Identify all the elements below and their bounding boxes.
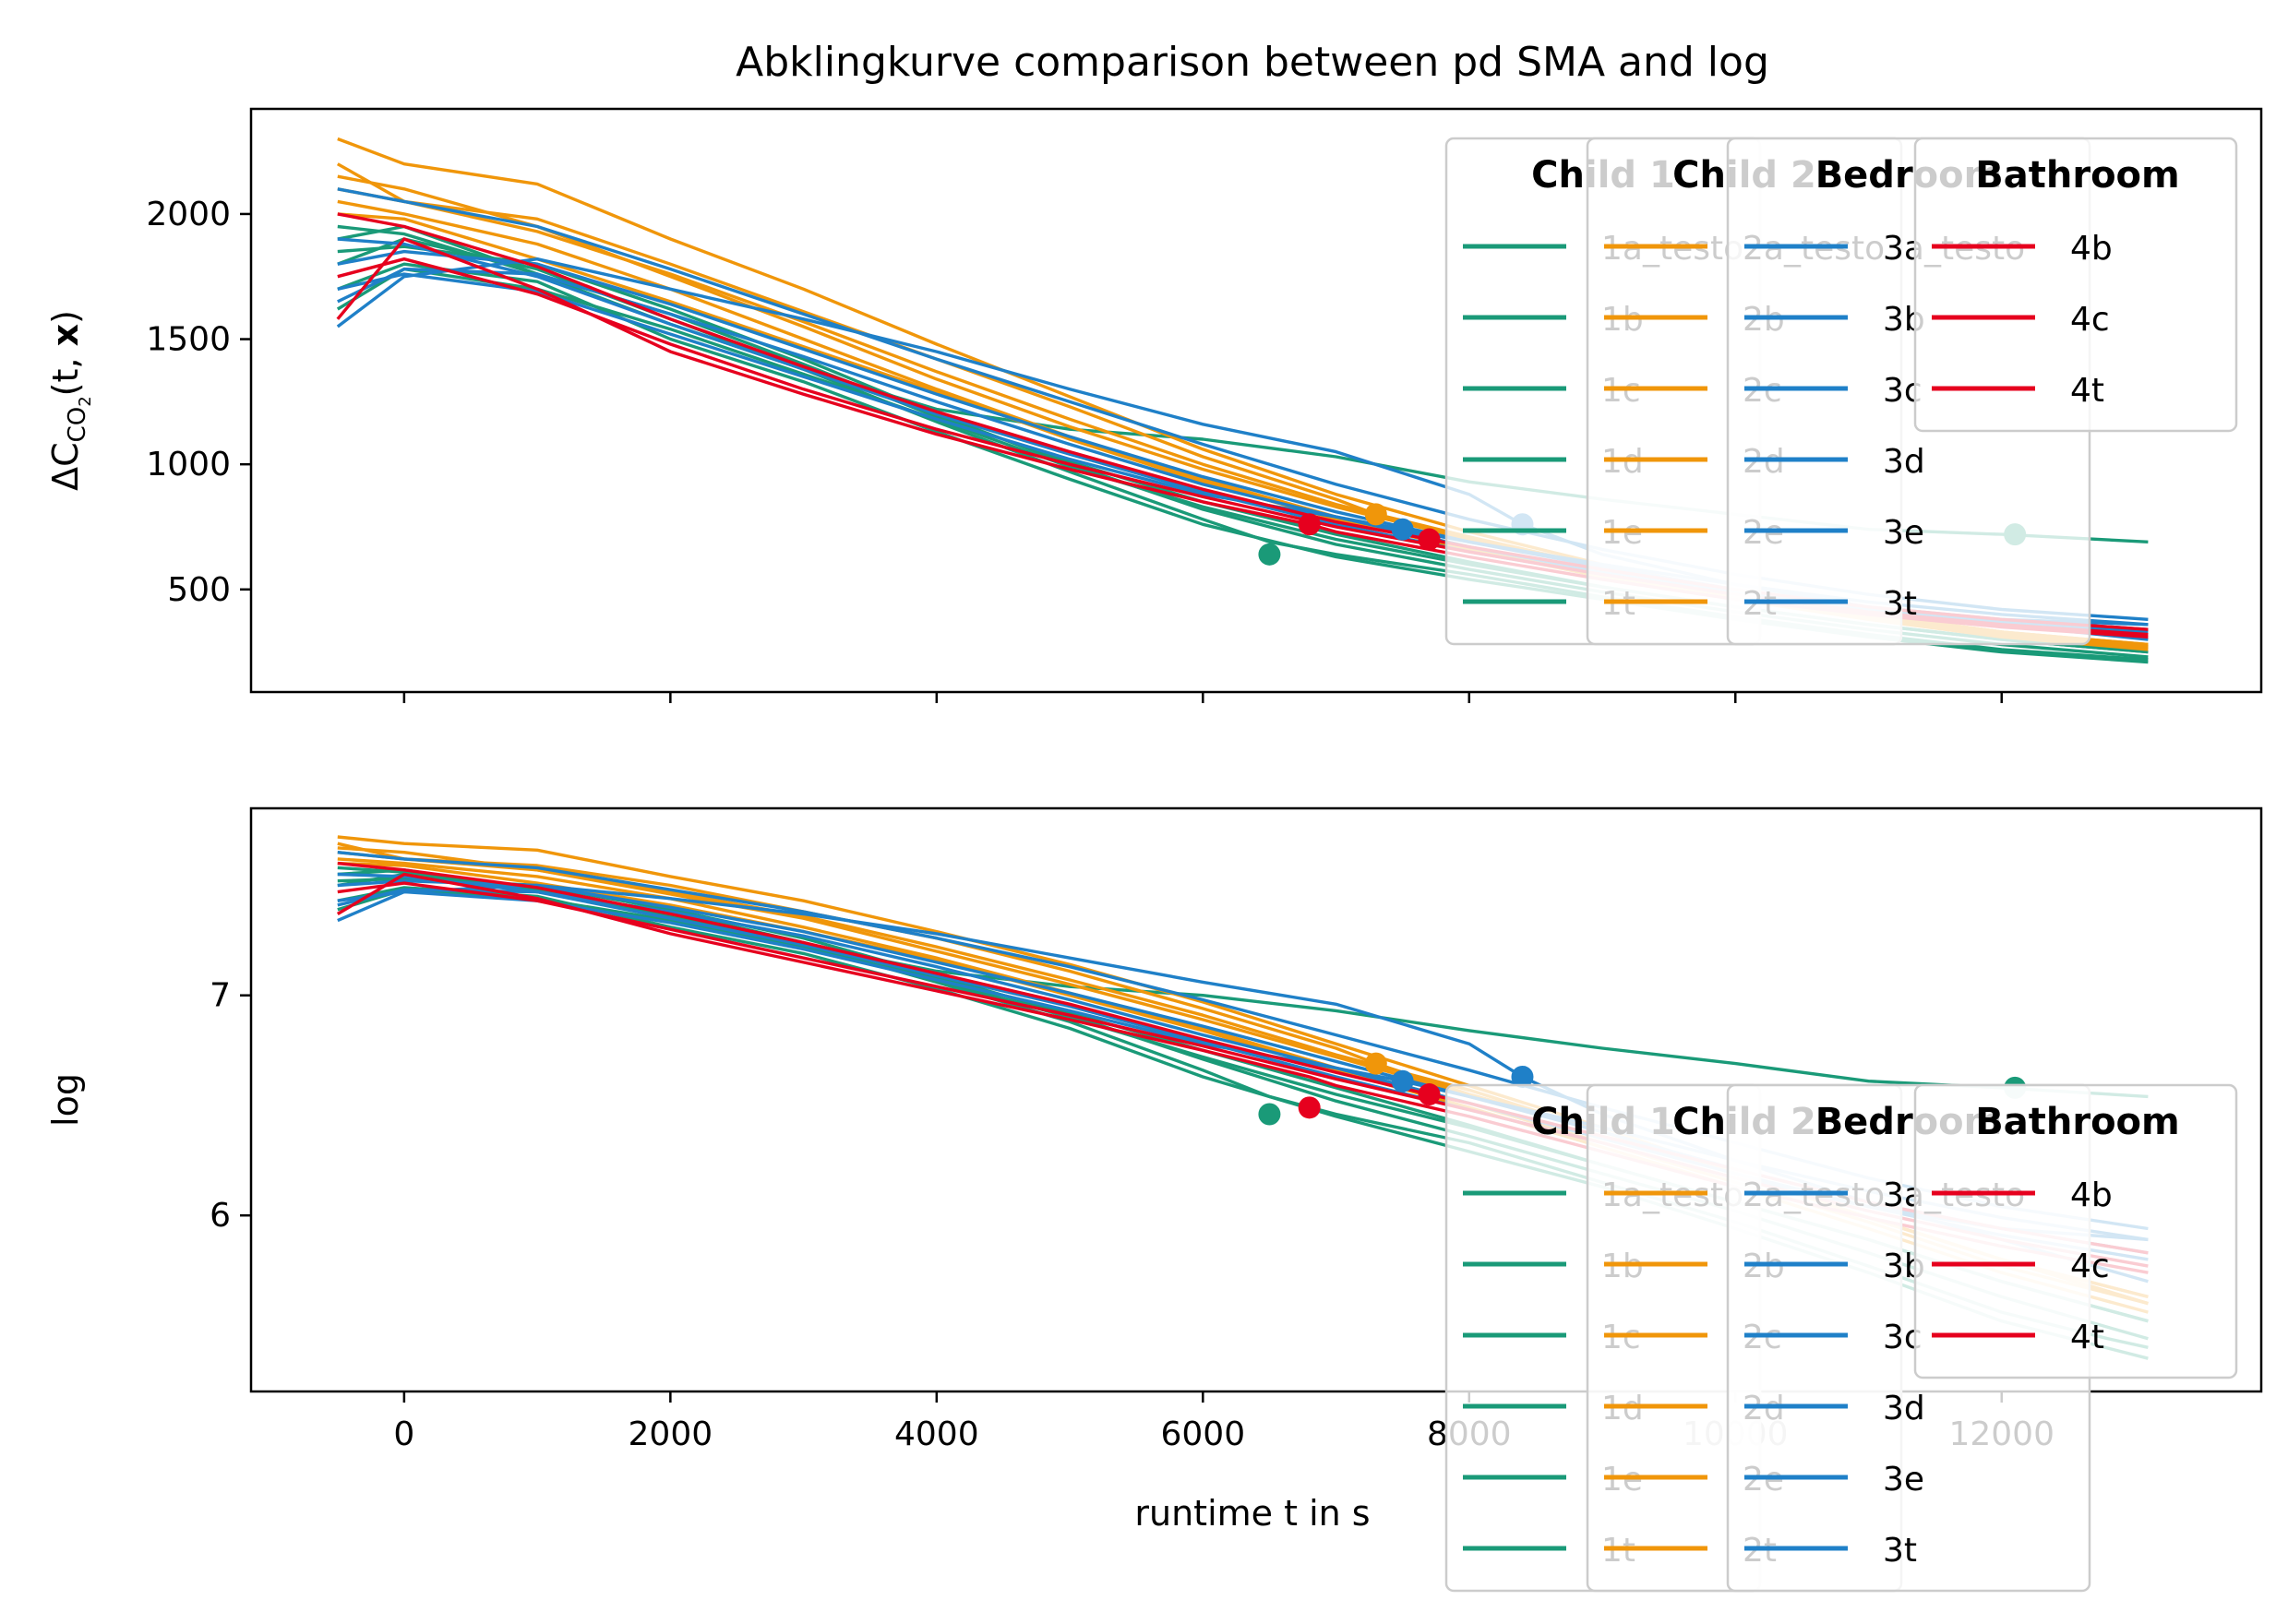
- top-xticks: [402, 692, 2003, 703]
- y-tick-label: 1000: [146, 446, 231, 484]
- legend-bathroom: Bathroom 4b 4c 4t: [1913, 1083, 2238, 1379]
- end-marker: [1258, 543, 1281, 566]
- end-marker: [1258, 1103, 1281, 1126]
- end-marker: [1418, 1083, 1441, 1106]
- legend-frame: [1913, 1083, 2238, 1379]
- x-axis-label: runtime t in s: [1134, 1493, 1370, 1534]
- legend-label: 4c: [2070, 301, 2110, 339]
- end-marker: [1391, 518, 1414, 541]
- legend-label: 4c: [2070, 1248, 2110, 1285]
- x-tick-label: 4000: [894, 1415, 979, 1453]
- legend-frame: [1913, 137, 2238, 433]
- end-marker: [1298, 1096, 1321, 1119]
- x-tick-label: 6000: [1160, 1415, 1245, 1453]
- end-marker: [1364, 1052, 1387, 1075]
- top-yticks: 500 1000 1500 2000: [146, 196, 251, 609]
- end-marker: [1511, 1065, 1534, 1088]
- y-tick-label: 1500: [146, 321, 231, 359]
- legend-label: 4t: [2070, 372, 2104, 410]
- legend-label: 3d: [1883, 1390, 1925, 1427]
- x-tick-label: 0: [393, 1415, 414, 1453]
- bottom-yticks: 67: [210, 977, 251, 1235]
- legends: Child 11a_testo1b1c1d1e1tChild 22a_testo…: [1444, 137, 2238, 1593]
- y-tick-label: 6: [210, 1197, 231, 1235]
- bottom-y-axis-label: log: [45, 1073, 86, 1127]
- legend-title: Bathroom: [1975, 154, 2179, 197]
- y-tick-label: 2000: [146, 196, 231, 233]
- legend-label: 3d: [1883, 443, 1925, 481]
- end-marker: [1364, 503, 1387, 526]
- legend-label: 4b: [2070, 1176, 2113, 1214]
- legend-label: 3t: [1883, 1532, 1917, 1570]
- legend-label: 3e: [1883, 514, 1924, 552]
- chart-title: Abklingkurve comparison between pd SMA a…: [736, 39, 1769, 86]
- x-tick-label: 2000: [629, 1415, 713, 1453]
- legend-bathroom: Bathroom 4b 4c 4t: [1913, 137, 2238, 433]
- legend-label: 4b: [2070, 230, 2113, 268]
- legend-label: 3t: [1883, 585, 1917, 623]
- end-marker: [1418, 528, 1441, 551]
- legend-title: Bathroom: [1975, 1101, 2179, 1143]
- legend-label: 4t: [2070, 1319, 2104, 1356]
- end-marker: [1391, 1069, 1414, 1093]
- top-axes-frame: [249, 107, 2263, 694]
- y-tick-label: 7: [210, 977, 231, 1015]
- bottom-axes-frame: [249, 806, 2263, 1393]
- legend-label: 3e: [1883, 1461, 1924, 1499]
- top-y-axis-label: ΔCCO2(t, x): [45, 310, 95, 491]
- y-tick-label: 500: [167, 571, 231, 609]
- end-marker: [1298, 513, 1321, 536]
